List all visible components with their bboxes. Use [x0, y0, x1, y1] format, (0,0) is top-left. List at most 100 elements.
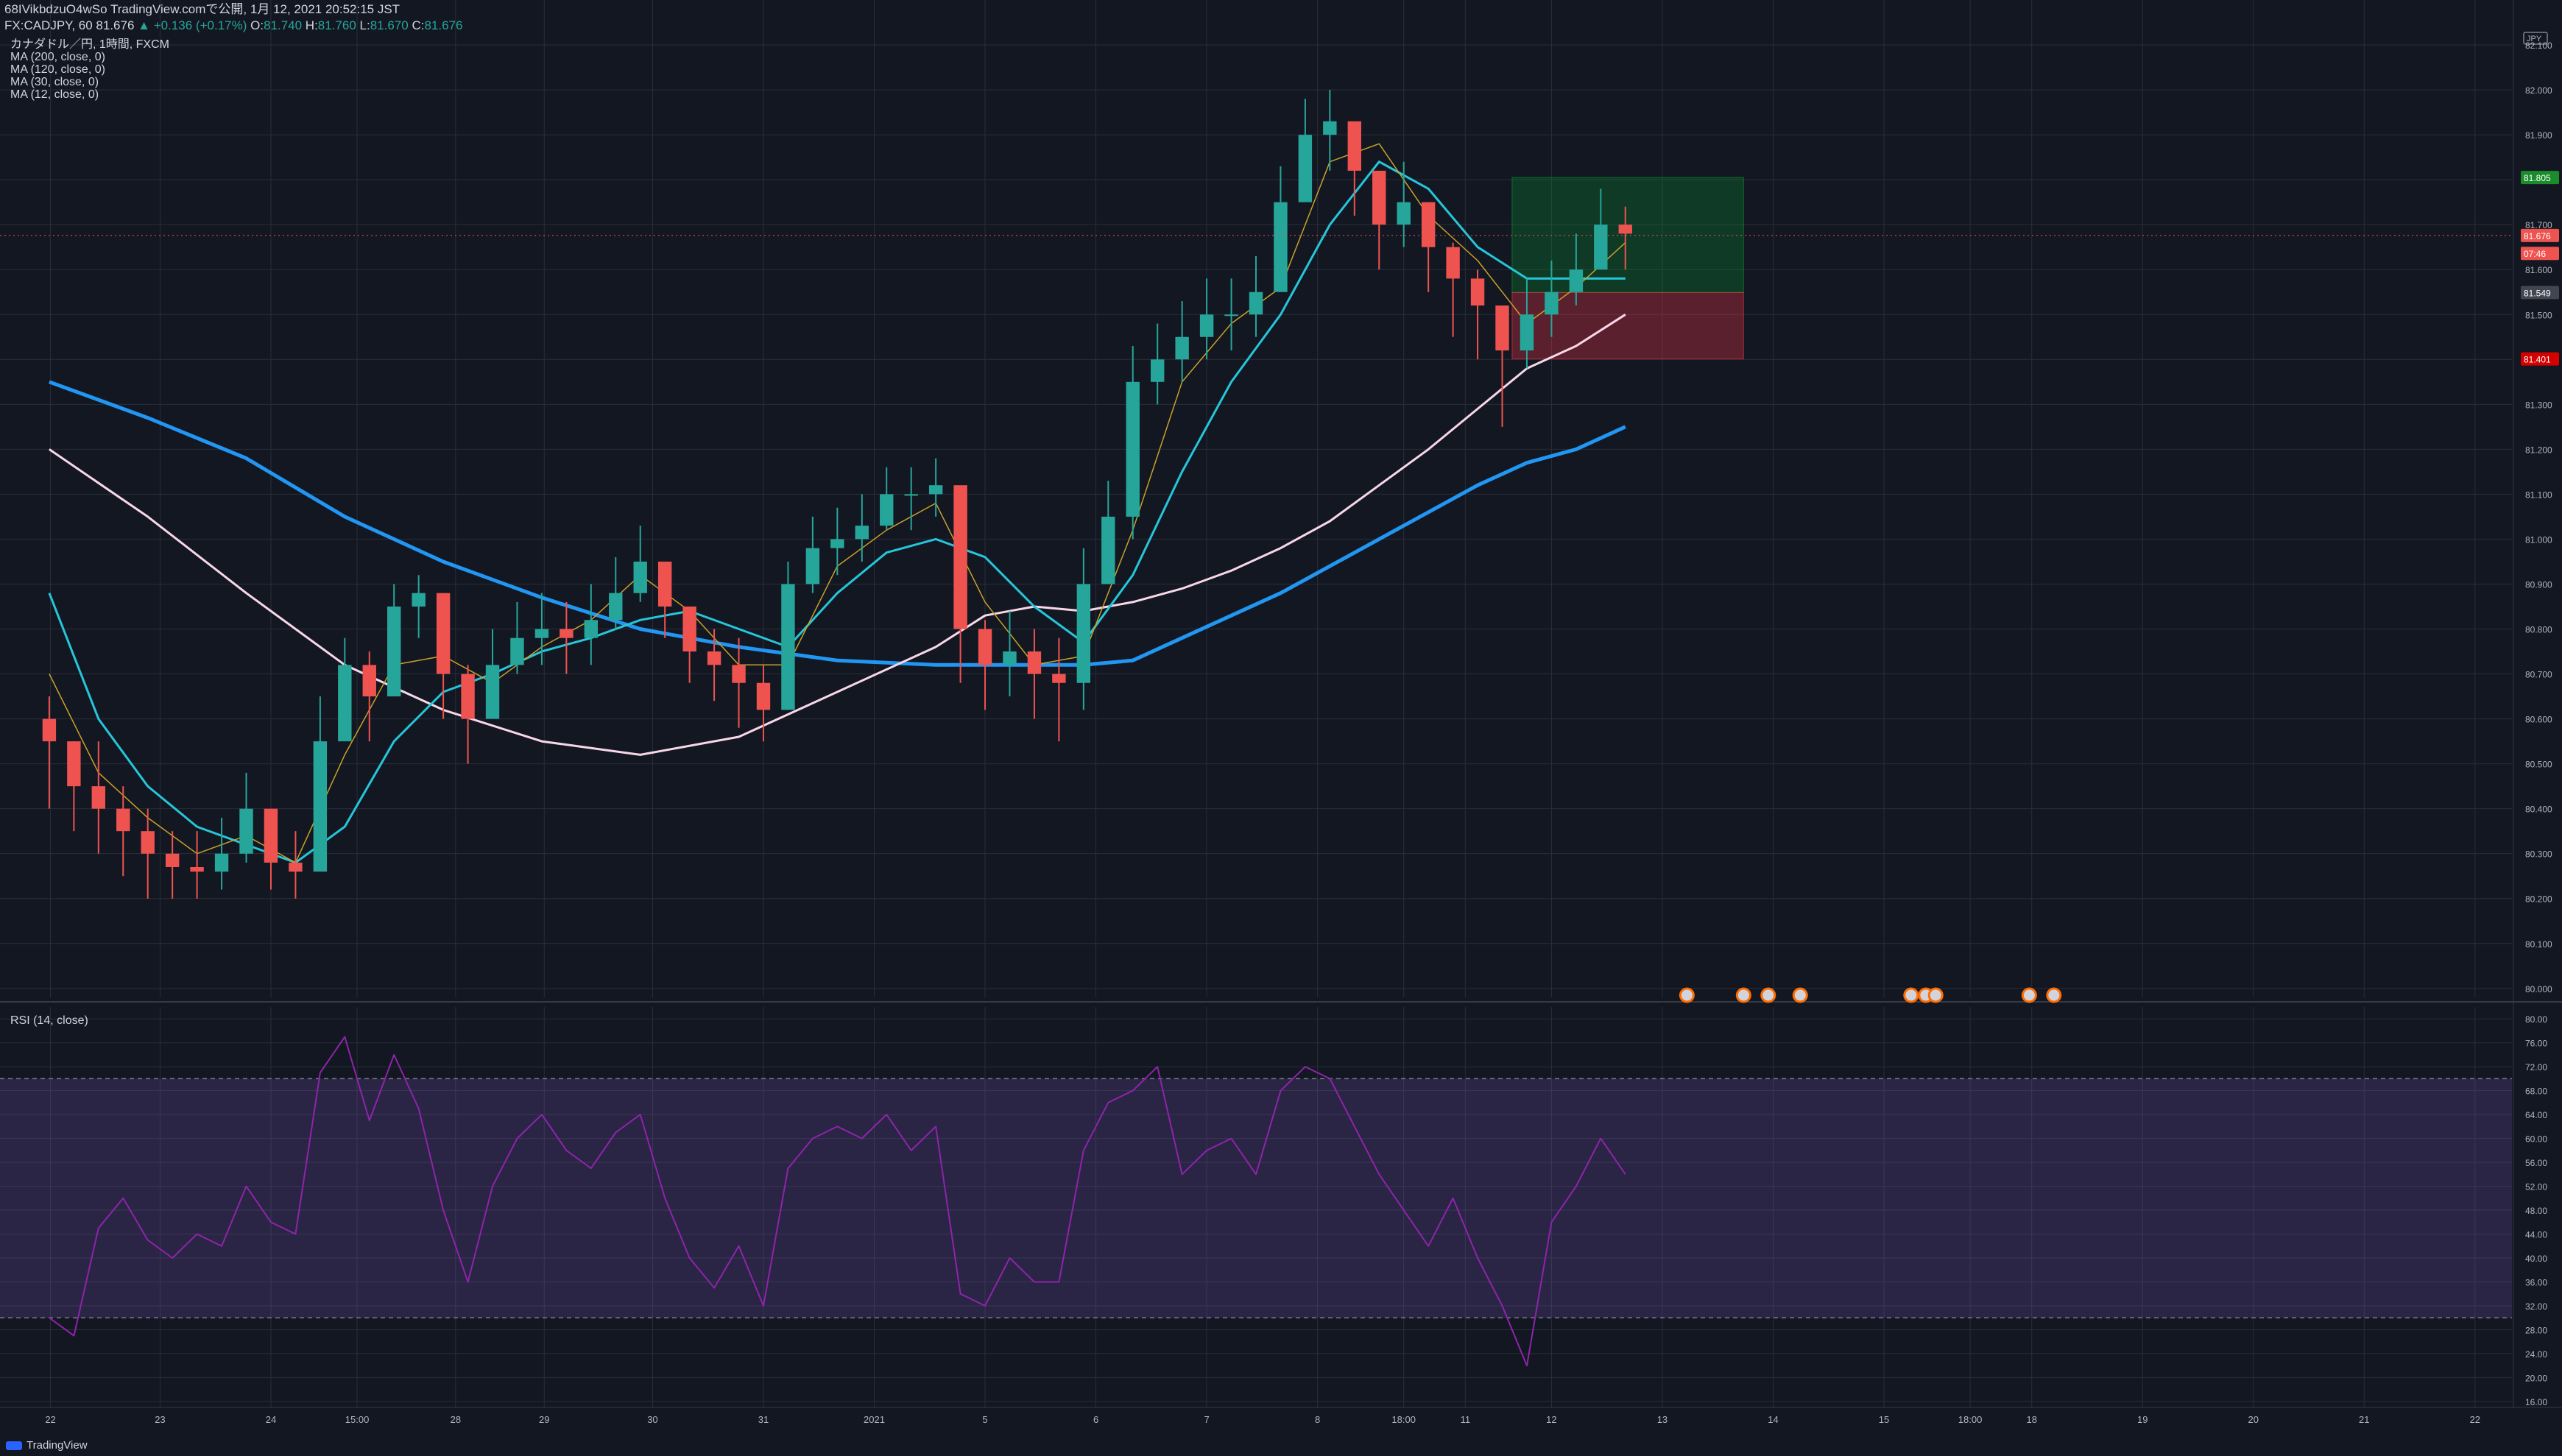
- candle-body: [485, 665, 500, 719]
- indicator-legend: カナダドル／円, 1時間, FXCM MA (200, close, 0) MA…: [10, 38, 169, 101]
- candle-body: [67, 741, 81, 787]
- rsi-tick-label: 76.00: [2525, 1039, 2547, 1049]
- time-tick-label: 18: [2026, 1414, 2036, 1425]
- rsi-legend[interactable]: RSI (14, close): [10, 1014, 88, 1027]
- rsi-tick-label: 16.00: [2525, 1397, 2547, 1407]
- time-tick-label: 18:00: [1391, 1414, 1416, 1425]
- event-marker-dot: [1903, 987, 1919, 1003]
- candle-body: [830, 539, 844, 548]
- rsi-tick-label: 60.00: [2525, 1134, 2547, 1145]
- event-marker-icon: [1792, 987, 1808, 1003]
- time-tick-label: 15:00: [345, 1414, 370, 1425]
- currency-badge: [2523, 32, 2548, 45]
- last-price: 81.676: [96, 18, 135, 32]
- symbol-line: FX:CADJPY, 60 81.676 ▲ +0.136 (+0.17%) O…: [4, 18, 462, 34]
- candle-body: [1545, 291, 1559, 315]
- event-marker-dot: [1679, 987, 1695, 1003]
- candle-body: [289, 862, 303, 872]
- publish-line: 68IVikbdzuO4wSo TradingView.comで公開, 1月 1…: [4, 2, 400, 16]
- price-change-arrow-icon: ▲: [138, 18, 150, 32]
- legend-ma30[interactable]: MA (30, close, 0): [10, 76, 99, 88]
- candle-body: [560, 629, 574, 638]
- legend-ma12[interactable]: MA (12, close, 0): [10, 88, 99, 101]
- price-label-bg: [2521, 286, 2559, 300]
- candle-body: [1618, 225, 1632, 234]
- high-value: 81.760: [317, 18, 356, 32]
- candle-body: [1470, 278, 1485, 306]
- rsi-tick-label: 32.00: [2525, 1301, 2547, 1312]
- currency-unit-label: JPY: [2527, 35, 2542, 43]
- grid: [0, 0, 2512, 1407]
- open-label: O:: [250, 18, 264, 32]
- rsi-tick-label: 52.00: [2525, 1182, 2547, 1192]
- candle-body: [904, 494, 918, 496]
- time-tick-label: 31: [758, 1414, 769, 1425]
- time-tick-label: 30: [647, 1414, 657, 1425]
- price-label: 07:46: [2521, 247, 2559, 261]
- candle-body: [534, 629, 549, 638]
- time-tick-label: 23: [155, 1414, 165, 1425]
- price-tick-label: 81.000: [2525, 534, 2552, 545]
- time-tick-label: 8: [1315, 1414, 1320, 1425]
- close-label: C:: [412, 18, 425, 32]
- candle-body: [116, 808, 130, 832]
- candle-body: [781, 584, 795, 710]
- price-tick-label: 80.000: [2525, 984, 2552, 994]
- candle-body: [436, 593, 451, 674]
- price-tick-label: 80.700: [2525, 670, 2552, 680]
- candle-body: [953, 485, 967, 629]
- time-tick-label: 6: [1093, 1414, 1098, 1425]
- position-profit-zone: [1511, 177, 1744, 293]
- rsi-tick-label: 48.00: [2525, 1206, 2547, 1216]
- high-label: H:: [305, 18, 318, 32]
- rsi-tick-label: 56.00: [2525, 1158, 2547, 1168]
- candle-body: [1003, 651, 1017, 665]
- rsi-tick-label: 44.00: [2525, 1230, 2547, 1240]
- time-tick-label: 21: [2359, 1414, 2369, 1425]
- close-value: 81.676: [424, 18, 463, 32]
- price-tick-label: 80.500: [2525, 760, 2552, 770]
- time-tick-label: 22: [2470, 1414, 2480, 1425]
- candle-body: [190, 866, 204, 872]
- rsi-tick-label: 40.00: [2525, 1254, 2547, 1264]
- candle-body: [362, 665, 376, 697]
- price-label-bg: [2521, 228, 2559, 242]
- price-tick-label: 80.900: [2525, 579, 2552, 590]
- rsi-tick-label: 72.00: [2525, 1062, 2547, 1072]
- event-marker-dot: [1927, 987, 1944, 1003]
- price-tick-label: 81.300: [2525, 400, 2552, 410]
- low-label: L:: [359, 18, 370, 32]
- time-tick-label: 7: [1204, 1414, 1209, 1425]
- event-marker-dot: [1735, 987, 1751, 1003]
- legend-ma200[interactable]: MA (200, close, 0): [10, 51, 105, 63]
- price-tick-label: 80.300: [2525, 849, 2552, 860]
- candle-body: [1569, 269, 1584, 292]
- candle-body: [1101, 516, 1115, 584]
- open-value: 81.740: [264, 18, 303, 32]
- time-tick-label: 22: [45, 1414, 55, 1425]
- price-label: 81.805: [2521, 171, 2559, 185]
- time-tick-label: 5: [982, 1414, 987, 1425]
- candle-body: [609, 593, 623, 621]
- price-label: 81.401: [2521, 352, 2559, 366]
- candle-body: [1224, 314, 1238, 317]
- candle-body: [1594, 225, 1608, 270]
- candle-body: [756, 682, 771, 710]
- price-tick-label: 80.600: [2525, 715, 2552, 725]
- candle-body: [1298, 135, 1313, 202]
- candle-body: [91, 786, 106, 809]
- candle-body: [214, 853, 229, 872]
- ma30-line: [48, 160, 1626, 864]
- time-tick-label: 28: [451, 1414, 461, 1425]
- candle-body: [633, 561, 647, 593]
- rsi-band: [0, 1078, 2512, 1318]
- rsi-tick-label: 64.00: [2525, 1110, 2547, 1120]
- legend-ma120[interactable]: MA (120, close, 0): [10, 63, 105, 76]
- candle-body: [239, 808, 253, 854]
- event-marker-icon: [1927, 987, 1944, 1003]
- series-title[interactable]: カナダドル／円, 1時間, FXCM: [10, 38, 170, 51]
- event-marker-icon: [1735, 987, 1751, 1003]
- low-value: 81.670: [370, 18, 409, 32]
- candle-body: [1274, 202, 1288, 292]
